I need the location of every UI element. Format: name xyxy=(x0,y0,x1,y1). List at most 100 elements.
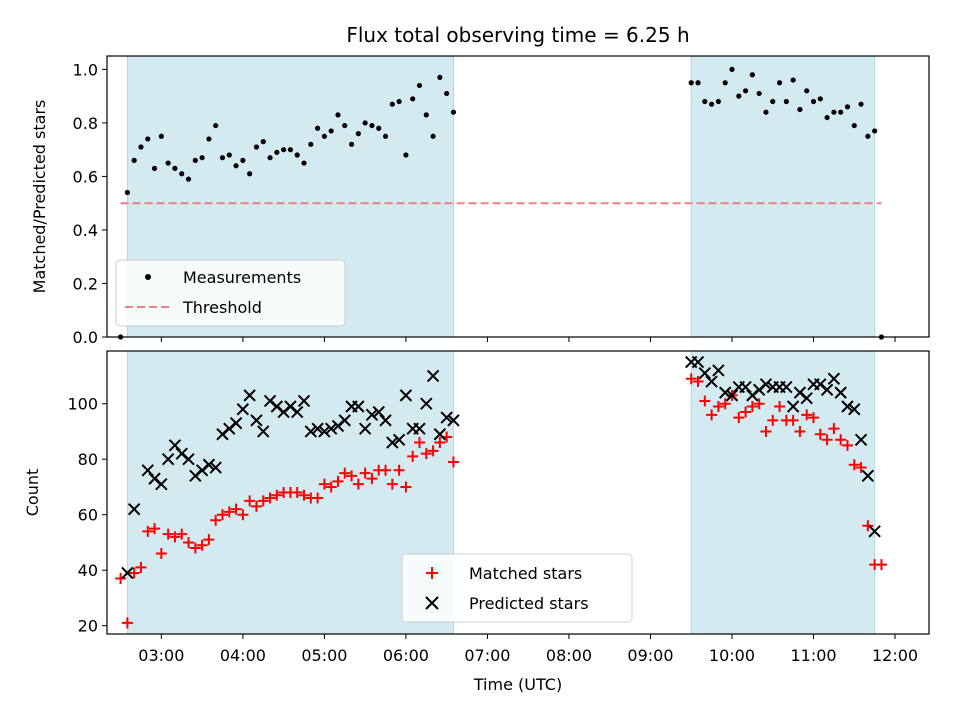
measurement-point xyxy=(749,72,755,78)
legend-matched-label: Matched stars xyxy=(469,564,582,583)
matched-star-point xyxy=(155,548,167,560)
matched-star-point xyxy=(264,492,276,504)
predicted-star-point xyxy=(304,425,318,438)
matched-star-point xyxy=(835,434,847,446)
matched-star-point xyxy=(699,395,711,407)
measurement-point xyxy=(838,109,844,115)
predicted-star-point xyxy=(725,389,739,402)
measurement-point xyxy=(817,96,823,102)
predicted-star-point xyxy=(392,433,406,446)
measurement-point xyxy=(179,171,185,177)
measurement-point xyxy=(729,66,735,72)
x-axis-label: Time (UTC) xyxy=(473,675,562,694)
measurement-point xyxy=(410,96,416,102)
matched-star-point xyxy=(787,414,799,426)
matched-star-point xyxy=(794,425,806,437)
x-tick-label: 07:00 xyxy=(464,646,510,665)
measurement-point xyxy=(240,157,246,163)
measurement-point xyxy=(702,98,708,105)
matched-star-point xyxy=(169,531,181,543)
matched-star-point xyxy=(339,467,351,479)
predicted-star-point xyxy=(161,452,175,466)
measurement-point xyxy=(824,114,830,121)
matched-star-point xyxy=(332,475,344,487)
matched-star-point xyxy=(237,509,249,521)
matched-star-point xyxy=(712,400,724,412)
matched-star-point xyxy=(196,539,208,551)
matched-star-point xyxy=(244,495,256,507)
matched-star-point xyxy=(359,467,371,479)
bottom-axes-frame xyxy=(106,350,930,635)
top-legend: Measurements Threshold xyxy=(115,259,346,327)
bottom-y-tick-label: 80 xyxy=(78,450,98,469)
predicted-star-point xyxy=(229,416,243,430)
predicted-star-point xyxy=(718,386,732,399)
top-legend-box xyxy=(115,259,346,327)
matched-star-point xyxy=(250,500,262,512)
measurement-point xyxy=(260,139,266,145)
measurement-point xyxy=(199,155,205,161)
matched-star-point xyxy=(176,528,188,540)
measurement-point xyxy=(219,155,226,161)
measurement-point xyxy=(185,176,192,182)
measurement-point xyxy=(247,171,253,177)
bottom-y-tick-label: 100 xyxy=(67,395,98,414)
measurement-point xyxy=(423,112,429,118)
measurement-point xyxy=(715,98,722,105)
matched-star-point xyxy=(855,462,867,474)
measurement-point xyxy=(328,128,334,134)
predicted-star-point xyxy=(311,422,324,435)
predicted-star-point xyxy=(712,364,725,377)
measurement-point xyxy=(131,157,137,163)
predicted-star-point xyxy=(243,389,256,402)
matched-star-point xyxy=(719,398,731,410)
bottom-y-axis-label: Count xyxy=(23,469,42,517)
predicted-star-point xyxy=(250,414,263,427)
predicted-star-point xyxy=(854,433,868,446)
x-tick-label: 06:00 xyxy=(383,646,429,665)
measurement-point xyxy=(376,125,382,131)
x-tick-label: 08:00 xyxy=(546,646,592,665)
x-tick-label: 10:00 xyxy=(709,646,755,665)
measurement-point xyxy=(736,93,742,99)
predicted-star-point xyxy=(372,405,385,419)
matched-star-point xyxy=(189,542,201,554)
matched-star-point xyxy=(746,400,758,412)
observing-window-shade xyxy=(690,55,876,338)
predicted-star-point xyxy=(868,525,881,538)
matched-star-point xyxy=(753,398,765,410)
measurement-point xyxy=(287,147,294,153)
matched-star-point xyxy=(828,423,840,435)
x-tick-label: 03:00 xyxy=(138,646,184,665)
bottom-y-tick-label: 40 xyxy=(78,561,98,580)
x-tick-label: 12:00 xyxy=(872,646,918,665)
matched-star-point xyxy=(760,425,772,437)
measurement-point xyxy=(756,90,762,97)
matched-star-point xyxy=(223,506,235,518)
predicted-star-point xyxy=(365,408,379,422)
predicted-star-point xyxy=(318,425,331,438)
measurement-point xyxy=(213,122,219,129)
predicted-star-point xyxy=(440,411,453,424)
top-axes-frame xyxy=(106,55,930,338)
matched-star-point xyxy=(841,439,853,451)
predicted-star-point xyxy=(324,422,338,435)
predicted-star-point xyxy=(848,403,861,416)
matched-star-point xyxy=(821,434,833,446)
top-y-tick-label: 1.0 xyxy=(73,60,98,79)
measurement-point xyxy=(450,109,457,115)
legend-measurements-marker xyxy=(145,274,151,280)
top-panel: 0.0 0.2 0.4 0.6 0.8 1.0 Matched/Predicted sta… xyxy=(30,55,930,347)
measurement-point xyxy=(790,77,796,83)
predicted-star-point xyxy=(786,400,800,413)
bottom-y-tick-label: 60 xyxy=(78,506,98,525)
matched-star-point xyxy=(216,509,228,521)
legend-measurements-label: Measurements xyxy=(183,268,301,287)
matched-star-point xyxy=(447,456,459,468)
predicted-star-point xyxy=(379,414,392,427)
top-y-tick-label: 0.6 xyxy=(73,167,98,186)
matched-star-point xyxy=(318,478,330,490)
predicted-star-point xyxy=(127,502,141,516)
matched-star-point xyxy=(135,561,147,573)
